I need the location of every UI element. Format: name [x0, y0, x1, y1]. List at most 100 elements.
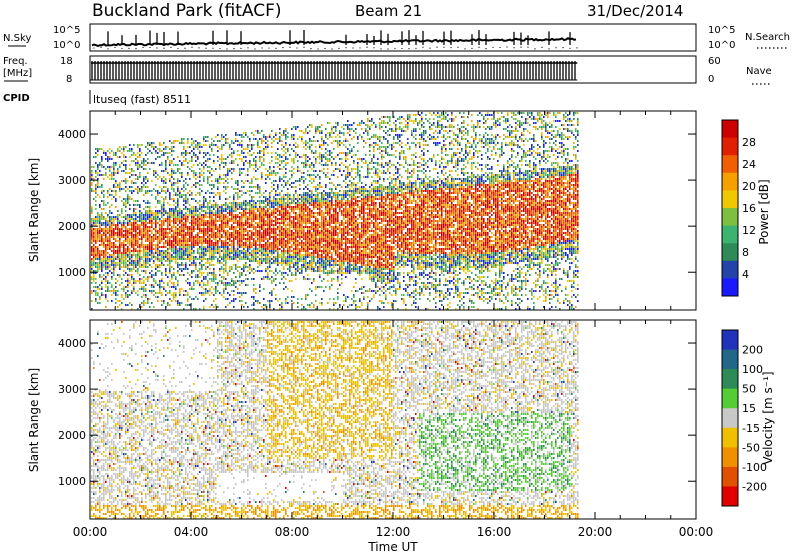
power-cell [263, 276, 265, 278]
power-cell [153, 238, 155, 240]
power-cell [125, 168, 127, 170]
power-cell [99, 266, 101, 268]
power-cell [105, 168, 107, 170]
power-cell [117, 290, 119, 292]
power-cell [211, 228, 213, 230]
power-cell [123, 262, 125, 264]
power-cell [299, 210, 301, 212]
power-cell [147, 216, 149, 218]
power-cell [257, 302, 259, 304]
power-cell [207, 182, 209, 184]
power-cell [167, 228, 169, 230]
power-cell [105, 240, 107, 242]
power-cell [165, 256, 167, 258]
power-cell [143, 200, 145, 202]
power-cell [271, 250, 273, 252]
power-cell [99, 148, 101, 150]
power-cell [285, 272, 287, 274]
power-cell [295, 254, 297, 256]
power-cell [213, 208, 215, 210]
power-cell [223, 236, 225, 238]
power-cell [243, 252, 245, 254]
power-cell [125, 236, 127, 238]
power-cell [201, 272, 203, 274]
power-cell [285, 216, 287, 218]
power-cell [169, 204, 171, 206]
power-cell [181, 154, 183, 156]
power-cell [201, 274, 203, 276]
power-cell [209, 238, 211, 240]
power-cell [159, 286, 161, 288]
power-cell [269, 168, 271, 170]
power-cell [121, 262, 123, 264]
power-cell [203, 214, 205, 216]
power-cell [171, 230, 173, 232]
power-cell [227, 292, 229, 294]
power-cell [273, 198, 275, 200]
power-cell [261, 208, 263, 210]
power-cell [185, 240, 187, 242]
power-cell [279, 192, 281, 194]
power-cell [109, 170, 111, 172]
power-cell [269, 244, 271, 246]
power-cell [303, 172, 305, 174]
power-cell [209, 246, 211, 248]
power-cell [207, 244, 209, 246]
power-cell [219, 218, 221, 220]
power-cell [117, 262, 119, 264]
power-cell [291, 128, 293, 130]
power-cell [229, 206, 231, 208]
power-cell [195, 276, 197, 278]
power-cell [175, 262, 177, 264]
power-cell [277, 300, 279, 302]
noise-panel: N.Sky 10^5 10^0 10^5 10^0 N.Search [3, 23, 790, 52]
power-cell [259, 290, 261, 292]
power-cell [163, 202, 165, 204]
power-cell [281, 184, 283, 186]
power-cell [117, 224, 119, 226]
power-cell [279, 262, 281, 264]
power-cell [289, 270, 291, 272]
power-cell [213, 294, 215, 296]
power-cell [119, 232, 121, 234]
power-cell [127, 254, 129, 256]
power-cell [267, 216, 269, 218]
power-cell [289, 234, 291, 236]
power-cell [109, 270, 111, 272]
power-cell [209, 202, 211, 204]
power-cell [205, 290, 207, 292]
power-cell [273, 240, 275, 242]
power-cell [251, 258, 253, 260]
power-cell [235, 232, 237, 234]
power-cell [177, 284, 179, 286]
power-cell [129, 208, 131, 210]
power-cell [193, 208, 195, 210]
power-cell [145, 218, 147, 220]
power-cell [209, 220, 211, 222]
power-cell [115, 258, 117, 260]
power-cell [225, 298, 227, 300]
power-cell [275, 202, 277, 204]
power-cell [225, 240, 227, 242]
power-cell [205, 210, 207, 212]
power-cell [97, 218, 99, 220]
power-cell [197, 238, 199, 240]
noise-search-dot [282, 46, 284, 49]
power-cell [261, 150, 263, 152]
power-cell [261, 238, 263, 240]
power-cell [109, 148, 111, 150]
power-cell [227, 182, 229, 184]
power-cell [113, 260, 115, 262]
power-cell [163, 300, 165, 302]
power-cell [117, 246, 119, 248]
power-cell [105, 212, 107, 214]
power-cell [269, 222, 271, 224]
power-cell [157, 200, 159, 202]
power-cell [253, 250, 255, 252]
noise-search-dot [310, 48, 312, 50]
power-cell [95, 148, 97, 150]
power-cell [269, 262, 271, 264]
power-cell [209, 250, 211, 252]
power-cell [221, 280, 223, 282]
power-cell [245, 284, 247, 286]
